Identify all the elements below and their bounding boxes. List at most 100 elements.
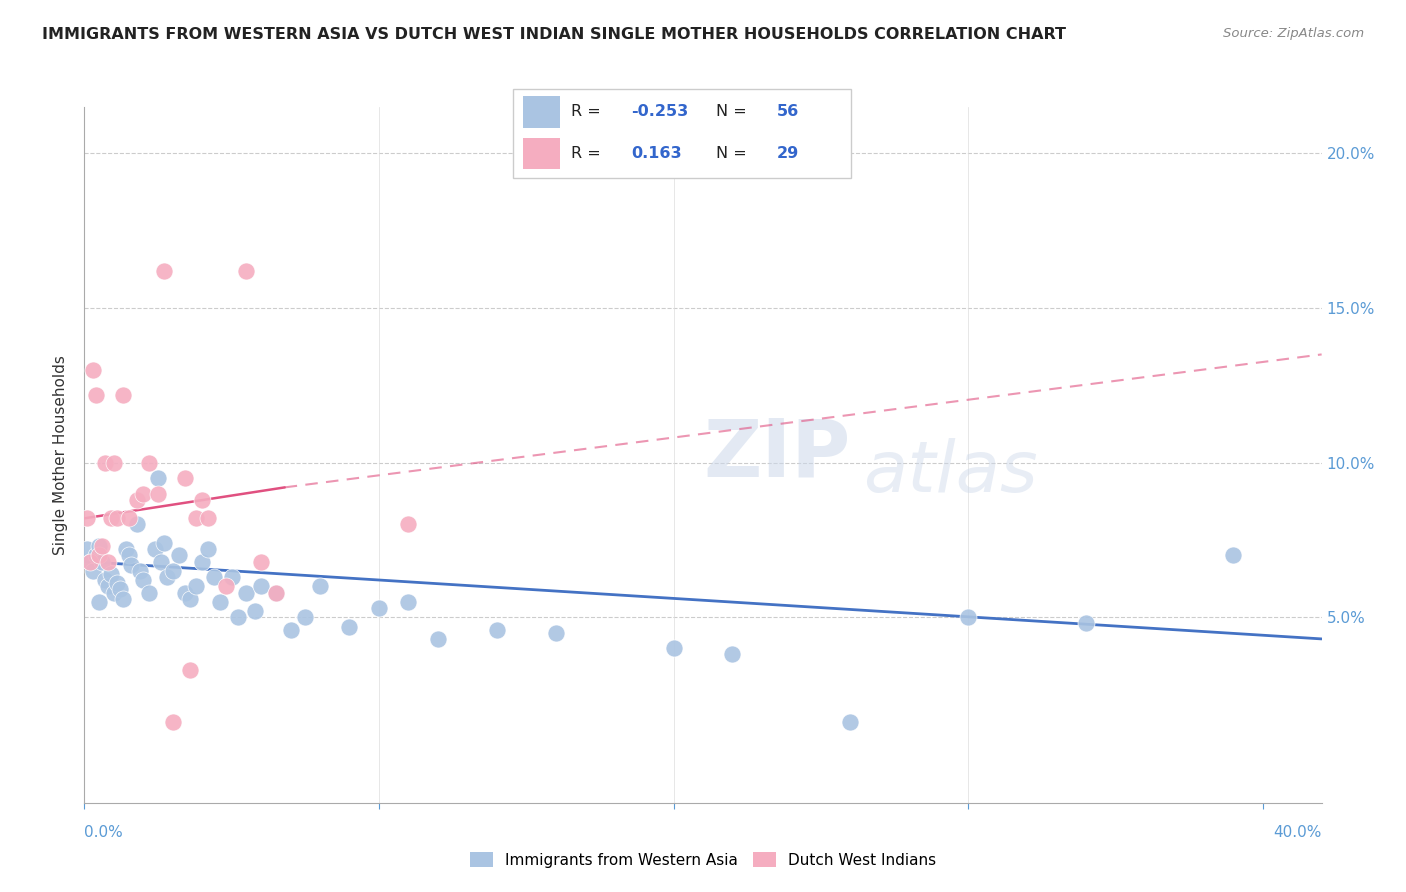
Legend: Immigrants from Western Asia, Dutch West Indians: Immigrants from Western Asia, Dutch West… [463, 844, 943, 875]
Point [114, 542, 136, 557]
Point [208, 595, 231, 609]
Point [79, 555, 101, 569]
Point [264, 585, 287, 599]
Point [544, 625, 567, 640]
Point [280, 623, 302, 637]
Point [191, 555, 214, 569]
Point [202, 570, 225, 584]
Point [132, 486, 155, 500]
Text: IMMIGRANTS FROM WESTERN ASIA VS DUTCH WEST INDIAN SINGLE MOTHER HOUSEHOLDS CORRE: IMMIGRANTS FROM WESTERN ASIA VS DUTCH WE… [42, 27, 1066, 42]
Bar [523, 138, 561, 169]
Point [108, 582, 131, 597]
Point [167, 549, 190, 563]
Point [94, 573, 117, 587]
Point [91, 539, 114, 553]
Point [127, 492, 149, 507]
Point [162, 715, 184, 730]
Point [186, 511, 208, 525]
Point [215, 579, 238, 593]
Point [82, 564, 104, 578]
Point [957, 610, 980, 624]
Point [162, 564, 184, 578]
Text: 40.0%: 40.0% [1274, 825, 1322, 840]
Text: 0.0%: 0.0% [84, 825, 124, 840]
Point [221, 570, 243, 584]
Point [79, 555, 101, 569]
Text: atlas: atlas [863, 438, 1038, 507]
Text: 0.163: 0.163 [631, 146, 682, 161]
Point [1074, 616, 1097, 631]
Bar [523, 96, 561, 128]
Point [84, 387, 107, 401]
Point [235, 264, 257, 278]
Point [94, 456, 117, 470]
Point [721, 648, 744, 662]
Point [191, 492, 214, 507]
Point [156, 570, 179, 584]
Point [396, 517, 419, 532]
Point [662, 641, 685, 656]
Point [76, 542, 98, 557]
Point [173, 585, 195, 599]
Text: 56: 56 [776, 104, 799, 120]
Point [485, 623, 508, 637]
Y-axis label: Single Mother Households: Single Mother Households [53, 355, 69, 555]
Point [121, 558, 143, 572]
Point [368, 601, 391, 615]
Point [146, 471, 169, 485]
Point [129, 564, 152, 578]
Point [103, 456, 125, 470]
Point [339, 619, 361, 633]
Point [245, 604, 267, 618]
Point [250, 555, 273, 569]
Point [100, 511, 122, 525]
Point [153, 536, 176, 550]
Point [173, 471, 195, 485]
Point [111, 387, 134, 401]
Point [100, 566, 122, 581]
Point [87, 539, 110, 553]
Text: Source: ZipAtlas.com: Source: ZipAtlas.com [1223, 27, 1364, 40]
Point [235, 585, 257, 599]
Point [117, 511, 139, 525]
Point [179, 591, 201, 606]
Point [111, 591, 134, 606]
Point [117, 549, 139, 563]
Point [132, 573, 155, 587]
Point [294, 610, 316, 624]
Text: 29: 29 [776, 146, 799, 161]
Point [1222, 549, 1244, 563]
Point [250, 579, 273, 593]
Point [426, 632, 449, 646]
Point [264, 585, 287, 599]
Point [105, 511, 128, 525]
Text: ZIP: ZIP [703, 416, 851, 494]
Point [91, 555, 114, 569]
Text: R =: R = [571, 146, 606, 161]
Point [186, 579, 208, 593]
Point [197, 542, 219, 557]
Point [103, 585, 125, 599]
Point [138, 585, 160, 599]
Point [87, 595, 110, 609]
Point [97, 579, 120, 593]
FancyBboxPatch shape [513, 89, 851, 178]
Text: R =: R = [571, 104, 606, 120]
Point [153, 264, 176, 278]
Point [309, 579, 332, 593]
Point [97, 555, 120, 569]
Point [76, 511, 98, 525]
Point [179, 663, 201, 677]
Point [82, 363, 104, 377]
Point [839, 715, 862, 730]
Point [396, 595, 419, 609]
Text: -0.253: -0.253 [631, 104, 689, 120]
Point [143, 542, 166, 557]
Point [149, 555, 172, 569]
Point [138, 456, 160, 470]
Point [197, 511, 219, 525]
Point [105, 576, 128, 591]
Point [127, 517, 149, 532]
Text: N =: N = [716, 104, 752, 120]
Text: N =: N = [716, 146, 752, 161]
